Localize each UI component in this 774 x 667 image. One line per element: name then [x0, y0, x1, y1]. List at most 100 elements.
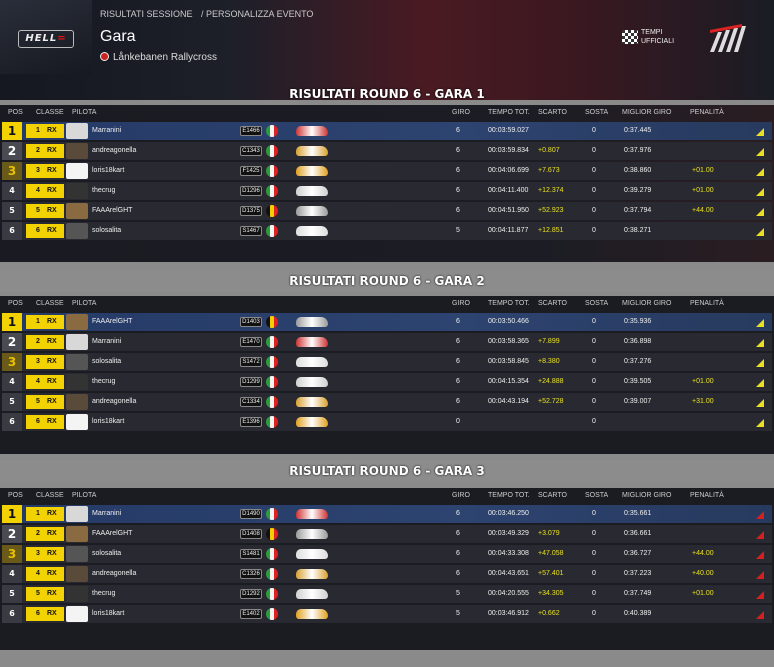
gap-value: +34.305 — [538, 590, 564, 597]
position-badge: 1 — [2, 505, 22, 523]
column-header-pos[interactable]: POS — [8, 492, 23, 499]
column-header-tempo[interactable]: TEMPO TOT. — [488, 492, 530, 499]
car-livery-icon — [296, 126, 328, 136]
breadcrumb-customize[interactable]: / PERSONALIZZA EVENTO — [201, 9, 314, 19]
result-row[interactable]: 2 2 RX Marranini E1470 6 00:03:58.365 +7.899 0 0:… — [2, 333, 772, 351]
class-position: 2 — [36, 530, 40, 537]
column-header-tempo[interactable]: TEMPO TOT. — [488, 109, 530, 116]
driver-name[interactable]: solosalita — [92, 358, 122, 365]
result-row[interactable]: 2 2 RX FAAArelGHT D1408 6 00:03:49.329 +3.079 0 0… — [2, 525, 772, 543]
class-position: 4 — [36, 378, 40, 385]
driver-name[interactable]: Marranini — [92, 338, 122, 345]
column-header-classe[interactable]: CLASSE — [36, 109, 64, 116]
result-row[interactable]: 3 3 RX solosalita S1472 6 00:03:58.845 +8.380 0 0… — [2, 353, 772, 371]
driver-name[interactable]: thecrug — [92, 378, 116, 385]
result-row[interactable]: 5 5 RX andreagonella C1334 6 00:04:43.194 +52.7… — [2, 393, 772, 411]
result-row[interactable]: 1 1 RX Marranini D1490 6 00:03:46.250 0 0:35.661 — [2, 505, 772, 523]
column-header-miglior[interactable]: MIGLIOR GIRO — [622, 300, 672, 307]
result-row[interactable]: 5 5 RX thecrug D1292 5 00:04:20.555 +34.305 0 0:3… — [2, 585, 772, 603]
driver-name[interactable]: loris18kart — [92, 610, 125, 617]
class-name: RX — [47, 398, 57, 405]
class-position: 2 — [36, 338, 40, 345]
status-marker-icon — [756, 359, 764, 367]
column-header-giro[interactable]: GIRO — [452, 109, 470, 116]
result-row[interactable]: 6 6 RX loris18kart E1396 0 0 — [2, 413, 772, 431]
race-1-title: RISULTATI ROUND 6 - GARA 1 — [289, 87, 485, 101]
driver-name[interactable]: thecrug — [92, 187, 116, 194]
column-header-scarto[interactable]: SCARTO — [538, 300, 567, 307]
driver-name[interactable]: Marranini — [92, 510, 122, 517]
driver-name[interactable]: Marranini — [92, 127, 122, 134]
total-time-value: 00:04:11.400 — [488, 187, 529, 194]
column-header-classe[interactable]: CLASSE — [36, 300, 64, 307]
car-number: F1425 — [240, 166, 262, 176]
result-row[interactable]: 1 1 RX Marranini E1466 6 00:03:59.027 0 0:37.445 — [2, 122, 772, 140]
position-badge: 3 — [2, 545, 22, 563]
column-header-pilota[interactable]: PILOTA — [72, 300, 97, 307]
nationality-flag-icon — [266, 125, 278, 137]
column-header-classe[interactable]: CLASSE — [36, 492, 64, 499]
result-row[interactable]: 4 4 RX thecrug D1299 6 00:04:15.354 +24.888 0 0:3… — [2, 373, 772, 391]
result-row[interactable]: 1 1 RX FAAArelGHT D1403 6 00:03:50.466 0 0:35.93… — [2, 313, 772, 331]
driver-name[interactable]: FAAArelGHT — [92, 318, 133, 325]
column-header-pos[interactable]: POS — [8, 109, 23, 116]
nationality-flag-icon — [266, 608, 278, 620]
best-lap-value: 0:37.749 — [624, 590, 652, 597]
nationality-flag-icon — [266, 548, 278, 560]
column-header-pos[interactable]: POS — [8, 300, 23, 307]
result-row[interactable]: 3 3 RX loris18kart F1425 6 00:04:06.699 +7.673 0… — [2, 162, 772, 180]
best-lap-value: 0:35.936 — [624, 318, 652, 325]
driver-name[interactable]: andreagonella — [92, 398, 137, 405]
class-position: 6 — [36, 610, 40, 617]
column-header-penalita[interactable]: PENALITÀ — [690, 492, 724, 499]
laps-value: 0 — [456, 418, 460, 425]
result-row[interactable]: 5 5 RX FAAArelGHT D1375 6 00:04:51.950 +52.923 0… — [2, 202, 772, 220]
result-row[interactable]: 4 4 RX thecrug D1296 6 00:04:11.400 +12.374 0 0:3… — [2, 182, 772, 200]
column-header-miglior[interactable]: MIGLIOR GIRO — [622, 492, 672, 499]
column-header-scarto[interactable]: SCARTO — [538, 109, 567, 116]
result-row[interactable]: 2 2 RX andreagonella C1343 6 00:03:59.834 +0.80… — [2, 142, 772, 160]
column-header-giro[interactable]: GIRO — [452, 492, 470, 499]
column-header-tempo[interactable]: TEMPO TOT. — [488, 300, 530, 307]
status-marker-icon — [756, 419, 764, 427]
column-header-row: POS CLASSE PILOTA GIRO TEMPO TOT. SCARTO SOSTA… — [0, 105, 774, 122]
column-header-pilota[interactable]: PILOTA — [72, 492, 97, 499]
class-name: RX — [47, 127, 57, 134]
class-position: 6 — [36, 418, 40, 425]
driver-name[interactable]: andreagonella — [92, 147, 137, 154]
result-row[interactable]: 6 6 RX loris18kart E1402 5 00:03:46.912 +0.662 0… — [2, 605, 772, 623]
breadcrumb-results[interactable]: RISULTATI SESSIONE — [100, 9, 193, 19]
class-position: 5 — [36, 207, 40, 214]
driver-name[interactable]: solosalita — [92, 550, 122, 557]
column-header-penalita[interactable]: PENALITÀ — [690, 109, 724, 116]
avatar — [66, 374, 88, 390]
column-header-sosta[interactable]: SOSTA — [585, 300, 609, 307]
driver-name[interactable]: loris18kart — [92, 167, 125, 174]
nationality-flag-icon — [266, 225, 278, 237]
driver-name[interactable]: FAAArelGHT — [92, 530, 133, 537]
car-number: E1402 — [240, 609, 262, 619]
column-header-sosta[interactable]: SOSTA — [585, 492, 609, 499]
total-time-value: 00:04:11.877 — [488, 227, 529, 234]
column-header-miglior[interactable]: MIGLIOR GIRO — [622, 109, 672, 116]
position-badge: 3 — [2, 353, 22, 371]
laps-value: 6 — [456, 187, 460, 194]
driver-name[interactable]: thecrug — [92, 590, 116, 597]
breadcrumb: RISULTATI SESSIONE / PERSONALIZZA EVENTO — [100, 9, 319, 19]
column-header-penalita[interactable]: PENALITÀ — [690, 300, 724, 307]
driver-name[interactable]: FAAArelGHT — [92, 207, 133, 214]
car-livery-icon — [296, 166, 328, 176]
page-title: Gara — [100, 28, 136, 45]
column-header-sosta[interactable]: SOSTA — [585, 109, 609, 116]
result-row[interactable]: 3 3 RX solosalita S1481 6 00:04:33.308 +47.058 0… — [2, 545, 772, 563]
gap-value: +3.079 — [538, 530, 560, 537]
column-header-giro[interactable]: GIRO — [452, 300, 470, 307]
column-header-pilota[interactable]: PILOTA — [72, 109, 97, 116]
driver-name[interactable]: solosalita — [92, 227, 122, 234]
column-header-scarto[interactable]: SCARTO — [538, 492, 567, 499]
driver-name[interactable]: andreagonella — [92, 570, 137, 577]
status-marker-icon — [756, 228, 764, 236]
result-row[interactable]: 6 6 RX solosalita S1467 5 00:04:11.877 +12.851 0… — [2, 222, 772, 240]
result-row[interactable]: 4 4 RX andreagonella C1326 6 00:04:43.651 +57.4… — [2, 565, 772, 583]
driver-name[interactable]: loris18kart — [92, 418, 125, 425]
